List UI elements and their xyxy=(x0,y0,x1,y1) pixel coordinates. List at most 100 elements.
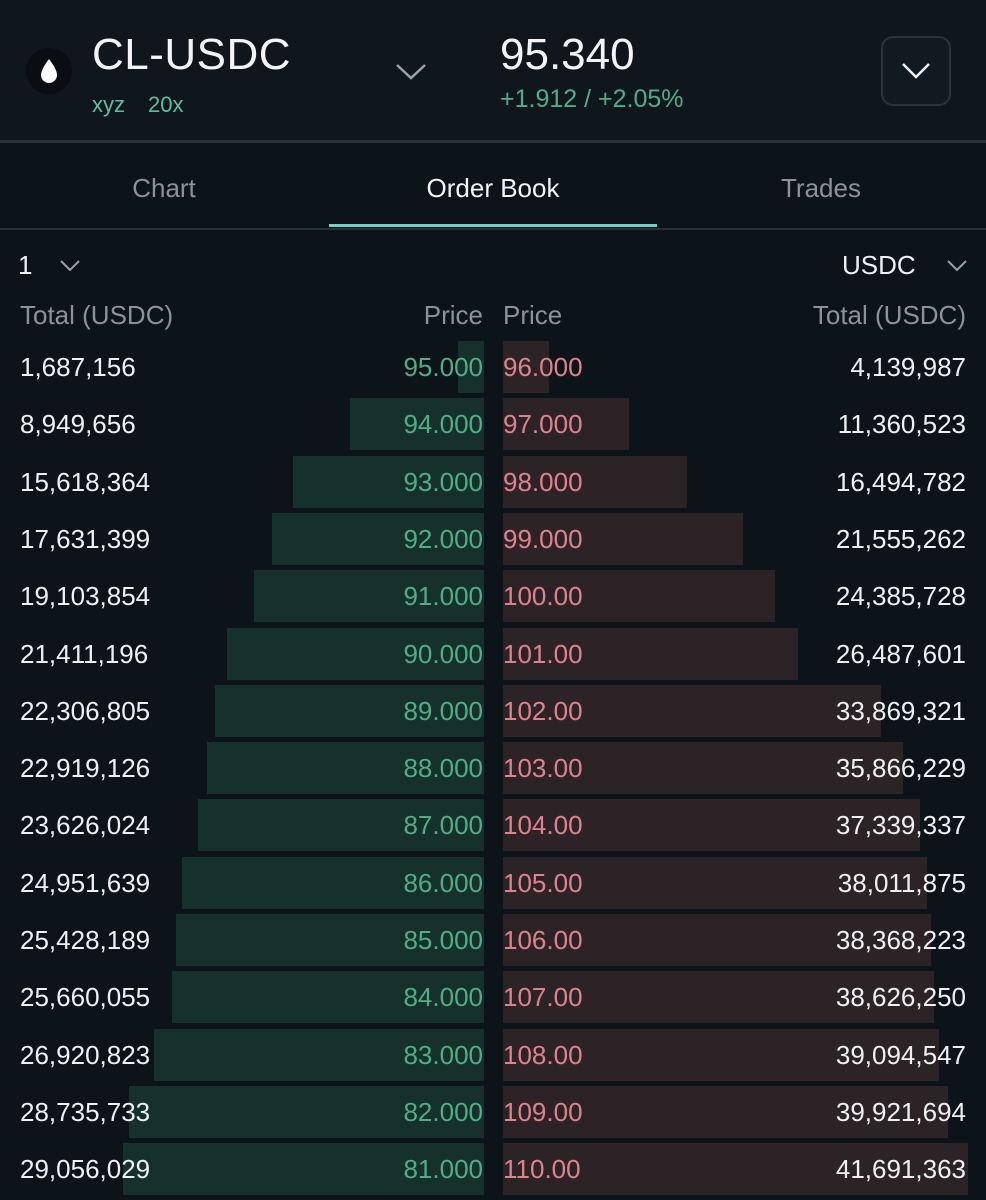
ask-price[interactable]: 102.00 xyxy=(503,696,583,726)
ask-depth-bar xyxy=(503,914,931,966)
order-book-row: 19,103,854 91.000 100.00 24,385,728 xyxy=(0,570,986,622)
order-book-row: 15,618,364 93.000 98.000 16,494,782 xyxy=(0,456,986,508)
bid-price[interactable]: 89.000 xyxy=(403,696,483,726)
ask-depth-bar xyxy=(503,398,629,450)
ask-price[interactable]: 98.000 xyxy=(503,467,583,497)
ask-total: 39,094,547 xyxy=(835,1040,966,1070)
bid-total: 25,428,189 xyxy=(20,925,151,955)
bid-total: 17,631,399 xyxy=(20,524,151,554)
ask-depth-bar xyxy=(503,456,687,508)
ask-price[interactable]: 97.000 xyxy=(503,409,583,439)
tab-chart[interactable]: Chart xyxy=(132,172,196,203)
order-book-row: 24,951,639 86.000 105.00 38,011,875 xyxy=(0,857,986,909)
order-book-row: 1,687,156 95.000 96.000 4,139,987 xyxy=(0,341,986,393)
tick-size-select[interactable]: 1 xyxy=(18,250,32,281)
active-tab-indicator xyxy=(329,224,657,227)
ask-price[interactable]: 99.000 xyxy=(503,524,583,554)
ask-depth-bar xyxy=(503,1029,939,1081)
price-change: +1.912 / +2.05% xyxy=(500,85,684,113)
bid-total: 29,056,029 xyxy=(20,1154,151,1184)
chevron-down-icon[interactable] xyxy=(58,258,82,274)
ask-price[interactable]: 96.000 xyxy=(503,352,583,382)
bid-total: 19,103,854 xyxy=(20,581,151,611)
order-book-row: 22,306,805 89.000 102.00 33,869,321 xyxy=(0,685,986,737)
ask-price[interactable]: 100.00 xyxy=(503,581,583,611)
bid-price[interactable]: 84.000 xyxy=(403,982,483,1012)
bid-price[interactable]: 87.000 xyxy=(403,810,483,840)
tick-size-value: 1 xyxy=(18,250,33,280)
bid-price[interactable]: 85.000 xyxy=(403,925,483,955)
ask-depth-bar xyxy=(503,341,549,393)
bid-depth-bar xyxy=(458,341,484,393)
bid-price[interactable]: 82.000 xyxy=(403,1097,483,1127)
bid-depth-bar xyxy=(123,1143,484,1195)
ask-depth-bar xyxy=(503,742,903,794)
currency-value: USDC xyxy=(842,250,916,280)
bid-price[interactable]: 88.000 xyxy=(403,753,483,783)
bid-total: 28,735,733 xyxy=(20,1097,151,1127)
bid-depth-bar xyxy=(154,1029,484,1081)
bid-depth-bar xyxy=(254,570,484,622)
mark-price: 95.340 xyxy=(500,30,635,79)
tab-trades[interactable]: Trades xyxy=(781,172,861,203)
ask-total: 21,555,262 xyxy=(835,524,966,554)
order-book-row: 28,735,733 82.000 109.00 39,921,694 xyxy=(0,1086,986,1138)
market-symbol[interactable]: CL-USDC xyxy=(92,30,292,79)
tab-order-book[interactable]: Order Book xyxy=(426,172,560,203)
ask-total: 41,691,363 xyxy=(835,1154,966,1184)
ask-total: 38,626,250 xyxy=(835,982,966,1012)
bid-depth-bar xyxy=(129,1086,484,1138)
ask-price[interactable]: 104.00 xyxy=(503,810,583,840)
bid-price[interactable]: 83.000 xyxy=(403,1040,483,1070)
ask-depth-bar xyxy=(503,799,920,851)
ask-price[interactable]: 103.00 xyxy=(503,753,583,783)
ask-price[interactable]: 107.00 xyxy=(503,982,583,1012)
order-book-row: 23,626,024 87.000 104.00 37,339,337 xyxy=(0,799,986,851)
chevron-down-icon[interactable] xyxy=(392,58,430,86)
order-book-row: 17,631,399 92.000 99.000 21,555,262 xyxy=(0,513,986,565)
ask-total: 38,011,875 xyxy=(837,868,966,898)
ask-price[interactable]: 101.00 xyxy=(503,639,583,669)
chevron-down-icon xyxy=(902,63,930,79)
bid-depth-bar xyxy=(293,456,484,508)
bid-price[interactable]: 81.000 xyxy=(403,1154,483,1184)
order-book-row: 26,920,823 83.000 108.00 39,094,547 xyxy=(0,1029,986,1081)
ask-total: 16,494,782 xyxy=(835,467,966,497)
ask-total-header: Total (USDC) xyxy=(812,300,966,330)
bid-depth-bar xyxy=(215,685,484,737)
order-book-row: 22,919,126 88.000 103.00 35,866,229 xyxy=(0,742,986,794)
ask-price[interactable]: 109.00 xyxy=(503,1097,583,1127)
expand-menu-button[interactable] xyxy=(881,36,951,106)
bid-total: 26,920,823 xyxy=(20,1040,151,1070)
bid-price[interactable]: 94.000 xyxy=(403,409,483,439)
order-book-row: 21,411,196 90.000 101.00 26,487,601 xyxy=(0,628,986,680)
droplet-icon xyxy=(26,48,72,94)
ask-price[interactable]: 110.00 xyxy=(503,1154,581,1184)
bid-depth-bar xyxy=(272,513,484,565)
order-book-row: 25,660,055 84.000 107.00 38,626,250 xyxy=(0,971,986,1023)
view-tabs: Chart Order Book Trades xyxy=(0,150,986,230)
bid-price[interactable]: 95.000 xyxy=(403,352,483,382)
dex-label: xyz xyxy=(92,92,125,117)
ask-price[interactable]: 105.00 xyxy=(503,868,583,898)
bid-total: 21,411,196 xyxy=(20,639,149,669)
currency-select[interactable]: USDC xyxy=(842,250,916,281)
bid-price[interactable]: 91.000 xyxy=(403,581,483,611)
bid-total: 22,306,805 xyxy=(20,696,151,726)
ask-total: 11,360,523 xyxy=(837,409,966,439)
ask-price[interactable]: 106.00 xyxy=(503,925,583,955)
bid-total: 22,919,126 xyxy=(20,753,151,783)
ask-total: 38,368,223 xyxy=(835,925,966,955)
order-book-row: 8,949,656 94.000 97.000 11,360,523 xyxy=(0,398,986,450)
bid-price[interactable]: 86.000 xyxy=(403,868,483,898)
bid-price[interactable]: 92.000 xyxy=(403,524,483,554)
ask-depth-bar xyxy=(503,1086,948,1138)
bid-price-header: Price xyxy=(423,300,483,330)
chevron-down-icon[interactable] xyxy=(945,258,969,274)
ask-total: 35,866,229 xyxy=(835,753,966,783)
bid-price[interactable]: 90.000 xyxy=(403,639,483,669)
bid-price[interactable]: 93.000 xyxy=(403,467,483,497)
ask-price[interactable]: 108.00 xyxy=(503,1040,583,1070)
bid-total-header: Total (USDC) xyxy=(20,300,174,330)
ask-total: 37,339,337 xyxy=(835,810,966,840)
